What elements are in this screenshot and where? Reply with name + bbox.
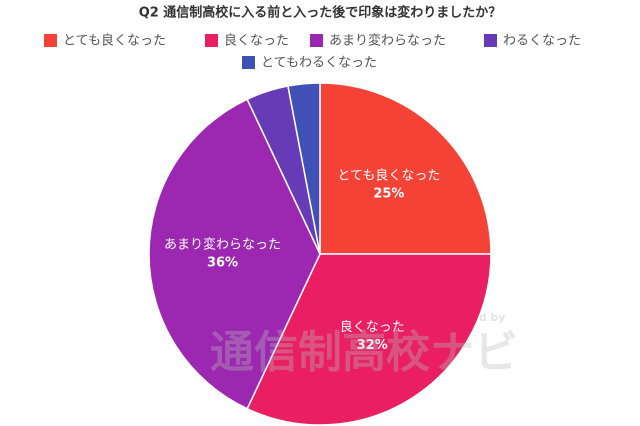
- slice-label: 良くなった: [340, 319, 405, 335]
- chart-title: Q2 通信制高校に入る前と入った後で印象は変わりましたか？: [139, 5, 502, 21]
- legend-swatch: [242, 56, 255, 69]
- legend-swatch: [310, 34, 323, 47]
- legend-swatch: [484, 34, 497, 47]
- slice-value: 32%: [357, 338, 388, 353]
- pie-slice: [287, 82, 321, 255]
- slice-value: 36%: [207, 256, 238, 271]
- pie-slice: [148, 98, 321, 410]
- slice-value: 25%: [373, 187, 404, 202]
- watermark: 通信制高校ナビ: [210, 327, 518, 378]
- pie-slice: [246, 253, 492, 426]
- legend-swatch: [205, 34, 218, 47]
- legend-swatch: [44, 34, 57, 47]
- legend-label: とても良くなった: [63, 33, 166, 49]
- legend-label: 良くなった: [224, 33, 289, 49]
- legend-label: わるくなった: [503, 34, 581, 49]
- pie-slice: [319, 82, 492, 255]
- legend-label: とてもわるくなった: [261, 56, 377, 71]
- slice-label: あまり変わらなった: [164, 237, 281, 253]
- slice-label: とても良くなった: [337, 168, 440, 184]
- legend-label: あまり変わらなった: [329, 33, 446, 49]
